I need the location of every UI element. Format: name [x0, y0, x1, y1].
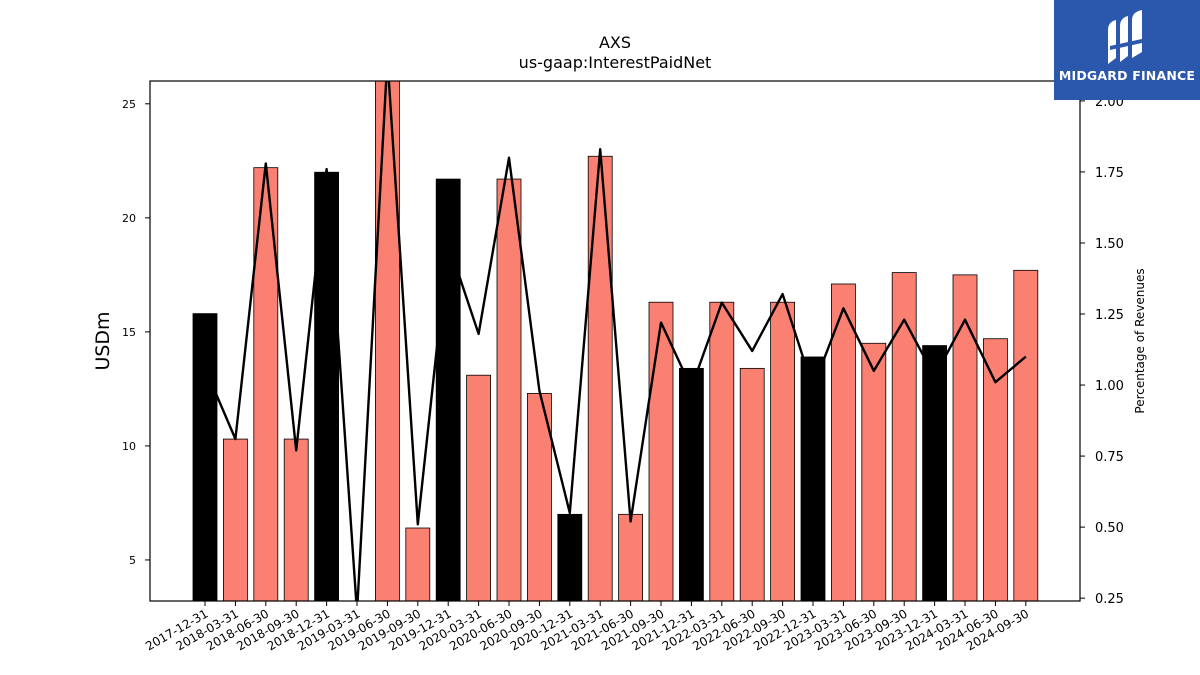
- midgard-logo-icon: [1108, 10, 1146, 64]
- bar-2021-03-31: [587, 155, 613, 601]
- y2-tick-label: 0.75: [1095, 450, 1124, 465]
- bar-2023-12-31: [922, 345, 947, 601]
- bar-2023-09-30: [891, 272, 917, 601]
- y-axis-label: USDm: [92, 311, 114, 370]
- bar-2022-03-31: [709, 301, 735, 601]
- chart-subtitle: us-gaap:InterestPaidNet: [519, 53, 712, 72]
- y-tick-label: 20: [122, 212, 136, 225]
- bar-2024-03-31: [952, 274, 978, 601]
- chart-title: AXS: [599, 33, 631, 52]
- y-tick-label: 25: [122, 98, 136, 111]
- y-tick-label: 5: [129, 554, 136, 567]
- bar-2020-03-31: [466, 374, 492, 601]
- y2-tick-label: 1.25: [1095, 308, 1124, 323]
- bar-2023-03-31: [831, 283, 856, 601]
- plot-frame: [149, 80, 1081, 602]
- y2-tick-label: 0.25: [1095, 592, 1124, 607]
- line-layer: [203, 81, 1027, 601]
- bar-2021-09-30: [648, 301, 674, 601]
- bar-2021-06-30: [618, 513, 643, 601]
- brand-logo: MIDGARD FINANCE: [1054, 0, 1200, 100]
- bar-2019-09-30: [405, 527, 431, 601]
- bar-2022-12-31: [800, 356, 826, 601]
- bar-2018-03-31: [222, 438, 248, 601]
- bar-2023-06-30: [861, 342, 887, 601]
- bar-2022-09-30: [770, 301, 795, 601]
- bar-2018-09-30: [283, 438, 309, 601]
- bar-2020-12-31: [557, 513, 583, 601]
- bar-2022-06-30: [739, 367, 765, 601]
- bar-2024-09-30: [1013, 269, 1039, 601]
- y2-tick-label: 1.75: [1095, 166, 1124, 181]
- bar-2020-06-30: [496, 178, 522, 601]
- y2-tick-label: 0.50: [1095, 521, 1124, 536]
- bar-2021-12-31: [679, 367, 704, 601]
- y2-tick-label: 1.00: [1095, 379, 1124, 394]
- y2-axis-label: Percentage of Revenues: [1133, 268, 1147, 413]
- brand-name: MIDGARD FINANCE: [1058, 68, 1196, 83]
- y-tick-label: 10: [122, 440, 136, 453]
- bar-2017-12-31: [192, 313, 218, 601]
- y-tick-label: 15: [122, 326, 136, 339]
- bar-2024-06-30: [983, 338, 1008, 601]
- bar-2019-06-30: [374, 81, 400, 601]
- revenue-pct-line: [203, 81, 1027, 601]
- y2-tick-label: 1.50: [1095, 237, 1124, 252]
